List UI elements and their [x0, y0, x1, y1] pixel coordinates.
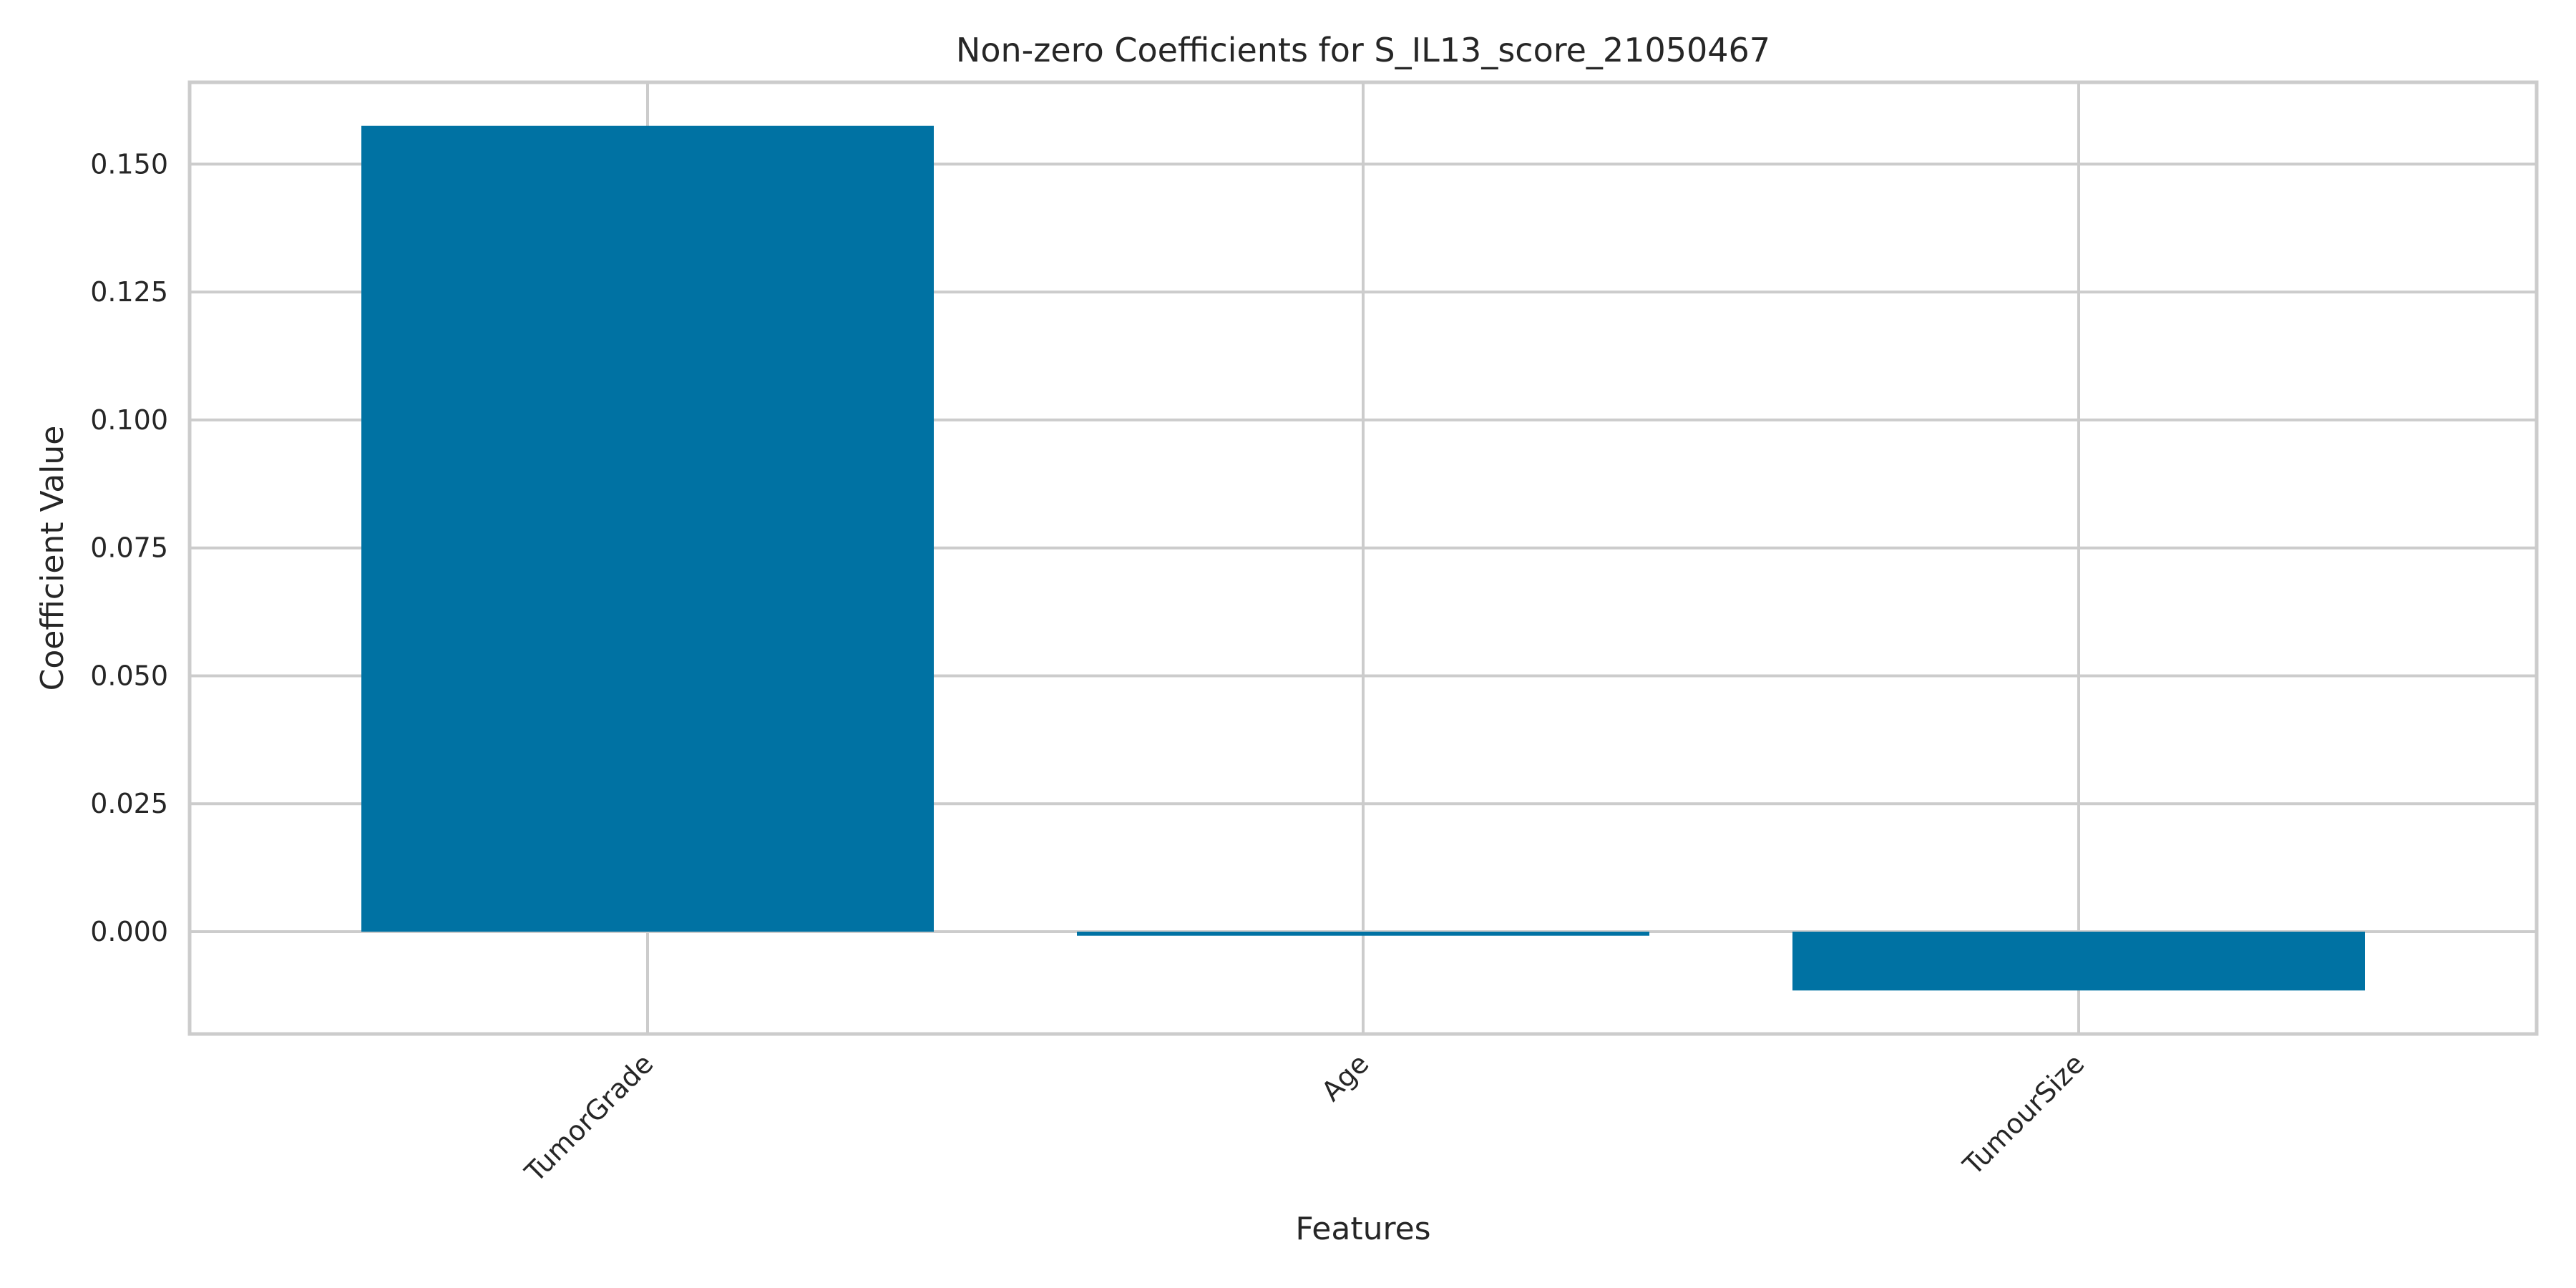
- bar-tumoursize: [1792, 931, 2365, 991]
- x-tick-label: TumourSize: [1956, 1048, 2090, 1181]
- y-tick-label: 0.150: [90, 148, 168, 180]
- bar-age: [1077, 931, 1649, 936]
- y-tick-label: 0.050: [90, 660, 168, 691]
- x-tick-labels: TumorGrade Age TumourSize: [519, 1048, 2091, 1189]
- y-tick-label: 0.000: [90, 916, 168, 947]
- y-tick-label: 0.125: [90, 276, 168, 308]
- y-tick-labels: 0.000 0.025 0.050 0.075 0.100 0.125 0.150: [90, 148, 168, 947]
- x-axis-label: Features: [1295, 1211, 1430, 1247]
- plot-frame: [187, 80, 2539, 1036]
- x-tick-label: Age: [1315, 1048, 1375, 1107]
- y-tick-label: 0.100: [90, 404, 168, 436]
- chart-title: Non-zero Coefficients for S_IL13_score_2…: [956, 31, 1770, 69]
- bar-tumorgrade: [361, 125, 934, 932]
- bar-layer: [361, 125, 2365, 991]
- y-tick-label: 0.075: [90, 532, 168, 564]
- y-tick-label: 0.025: [90, 788, 168, 819]
- x-tick-label: TumorGrade: [519, 1048, 660, 1189]
- y-axis-label: Coefficient Value: [34, 426, 71, 691]
